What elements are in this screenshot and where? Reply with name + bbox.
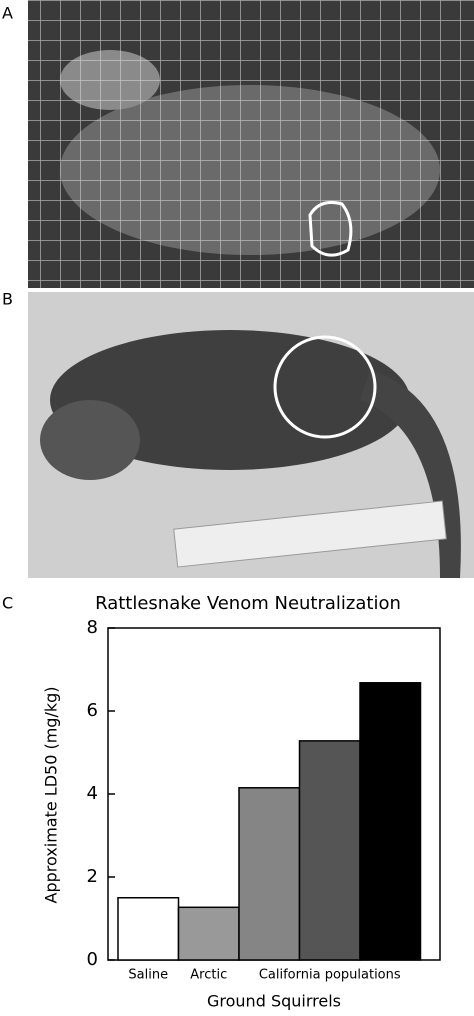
- bar: [359, 682, 422, 961]
- x-tick-label: Saline: [128, 968, 168, 983]
- panel-label: A: [2, 4, 13, 23]
- panel-label: B: [2, 290, 13, 309]
- y-axis-label: Approximate LD50 (mg/kg): [42, 686, 61, 903]
- bar: [298, 740, 361, 961]
- y-tick-label: 4: [87, 783, 98, 804]
- y-tick-label: 0: [87, 949, 98, 970]
- plot: 0 2 4 6 8 Saline Arctic California populations: [87, 617, 441, 983]
- bar: [177, 906, 240, 961]
- x-tick-label: Arctic: [190, 968, 227, 983]
- bar: [238, 787, 301, 961]
- chart-title: Rattlesnake Venom Neutralization: [95, 593, 401, 614]
- photo-b: [28, 292, 474, 578]
- y-tick-label: 2: [87, 866, 98, 887]
- photo-a: [28, 0, 474, 288]
- x-group-label: California populations: [259, 968, 401, 983]
- x-axis-label: Ground Squirrels: [207, 992, 341, 1011]
- y-tick-label: 8: [87, 617, 98, 638]
- y-tick-label: 6: [87, 700, 98, 721]
- panel-label: C: [2, 594, 13, 613]
- bar: [117, 897, 180, 961]
